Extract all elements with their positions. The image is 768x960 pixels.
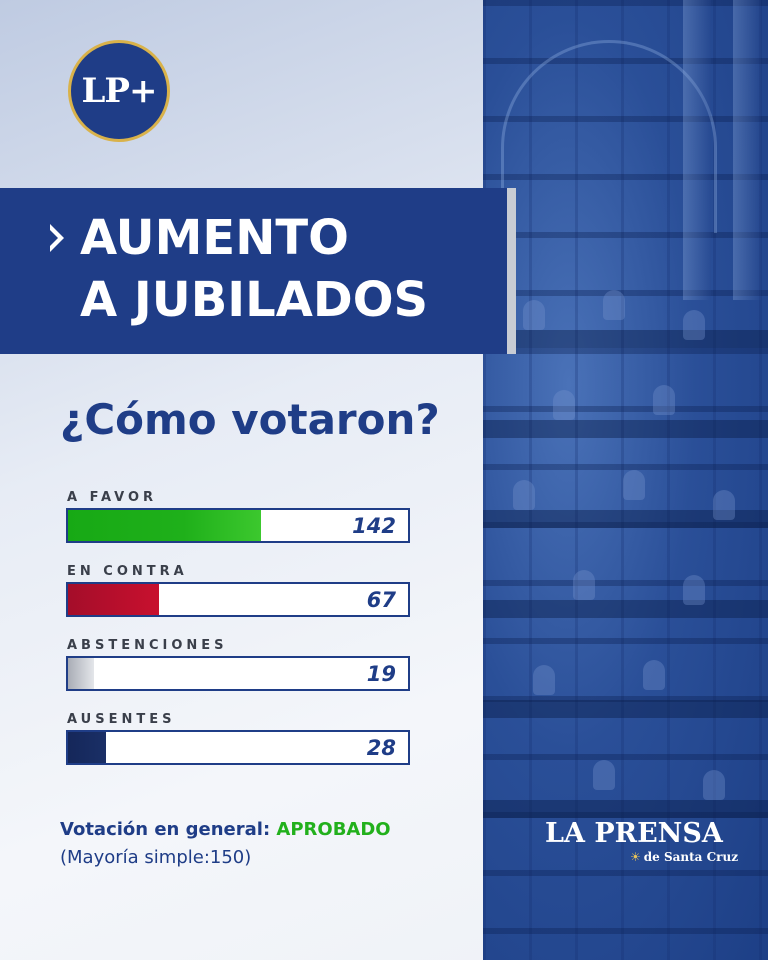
seat-row — [483, 700, 768, 718]
summary-result: APROBADO — [276, 819, 391, 840]
bar-fill-0 — [68, 510, 261, 541]
person-silhouette — [513, 480, 535, 510]
vote-summary: Votación en general: APROBADO — [60, 819, 391, 840]
person-silhouette — [683, 310, 705, 340]
person-silhouette — [573, 570, 595, 600]
brand-subtitle: ☀ de Santa Cruz — [630, 850, 738, 864]
bar-label-2: ABSTENCIONES — [67, 638, 228, 653]
seat-row — [483, 600, 768, 618]
brand-subtitle-text: de Santa Cruz — [643, 850, 739, 864]
person-silhouette — [703, 770, 725, 800]
chart-question: ¿Cómo votaron? — [60, 395, 440, 444]
bar-value-3: 28 — [366, 736, 396, 760]
bar-label-0: A FAVOR — [67, 490, 158, 505]
person-silhouette — [683, 575, 705, 605]
person-silhouette — [643, 660, 665, 690]
person-silhouette — [623, 470, 645, 500]
title-banner — [0, 188, 516, 354]
title-line-1: AUMENTO — [80, 210, 349, 266]
seat-row — [483, 330, 768, 348]
logo-text: LP+ — [81, 71, 158, 111]
bar-label-3: AUSENTES — [67, 712, 176, 727]
chamber-arch — [501, 40, 717, 233]
person-silhouette — [593, 760, 615, 790]
seat-row — [483, 420, 768, 438]
seat-row — [483, 510, 768, 528]
sun-icon: ☀ — [630, 850, 641, 864]
person-silhouette — [653, 385, 675, 415]
bar-fill-3 — [68, 732, 106, 763]
seat-row — [483, 800, 768, 818]
brand-name: LA PRENSA — [545, 818, 723, 849]
bar-track-1: 67 — [66, 582, 410, 617]
title-line-2: A JUBILADOS — [80, 272, 429, 328]
person-silhouette — [533, 665, 555, 695]
bar-fill-1 — [68, 584, 159, 615]
chamber-column — [733, 0, 761, 300]
person-silhouette — [603, 290, 625, 320]
person-silhouette — [713, 490, 735, 520]
person-silhouette — [553, 390, 575, 420]
chevron-right-icon — [50, 224, 64, 252]
bar-fill-2 — [68, 658, 94, 689]
chamber-column — [683, 0, 711, 300]
summary-label: Votación en general: — [60, 819, 277, 840]
bar-value-0: 142 — [352, 514, 396, 538]
chamber-photo — [483, 0, 768, 960]
bar-value-1: 67 — [366, 588, 396, 612]
majority-note: (Mayoría simple:150) — [60, 847, 252, 868]
bar-value-2: 19 — [366, 662, 396, 686]
lp-logo: LP+ — [68, 40, 170, 142]
bar-track-0: 142 — [66, 508, 410, 543]
bar-track-2: 19 — [66, 656, 410, 691]
person-silhouette — [523, 300, 545, 330]
bar-label-1: EN CONTRA — [67, 564, 188, 579]
bar-track-3: 28 — [66, 730, 410, 765]
